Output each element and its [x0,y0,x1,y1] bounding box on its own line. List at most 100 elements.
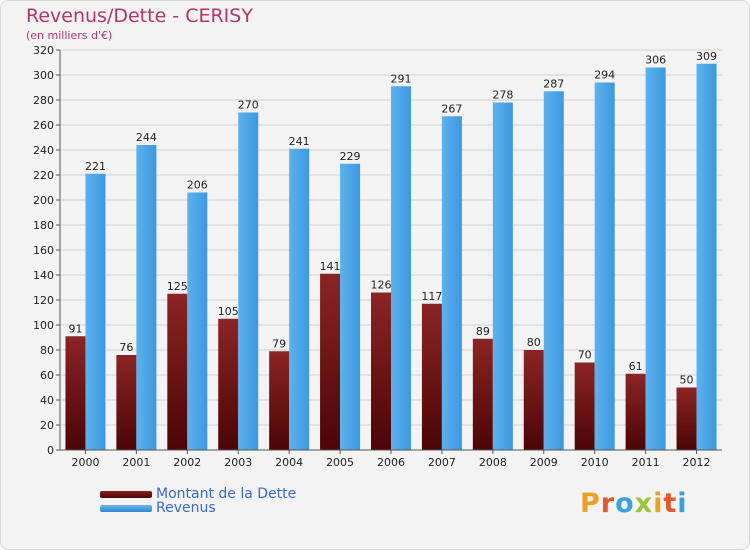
logo-letter: t [663,488,678,519]
legend-label-dette: Montant de la Dette [156,486,297,502]
data-label-revenus: 270 [238,99,259,112]
bar-revenus [441,116,462,450]
bar-revenus [696,63,717,450]
logo-letter: o [615,488,635,519]
bar-dette [421,303,442,450]
bar-revenus [187,192,208,450]
x-tick-label: 2002 [173,456,201,469]
bar-dette [320,273,341,450]
data-label-dette: 70 [578,349,592,362]
data-label-dette: 105 [218,305,239,318]
bar-revenus [391,86,411,450]
x-tick-label: 2006 [377,456,405,469]
y-tick-label: 120 [33,294,54,307]
y-tick-label: 220 [33,169,54,182]
y-tick-label: 300 [33,69,54,82]
logo-letter: r [600,488,616,519]
y-tick-label: 200 [33,194,54,207]
x-tick-label: 2001 [122,456,150,469]
logo-letter: i [677,488,688,519]
data-label-revenus: 278 [492,89,513,102]
chart-title: Revenus/Dette - CERISY [26,5,253,27]
x-tick-label: 2009 [530,456,558,469]
data-label-dette: 89 [476,325,490,338]
bar-revenus [492,102,513,450]
y-tick-label: 20 [40,419,54,432]
data-label-revenus: 309 [696,50,717,63]
data-label-dette: 126 [371,279,392,292]
y-tick-label: 260 [33,119,54,132]
bar-revenus [136,145,157,450]
data-label-revenus: 306 [645,54,666,67]
y-axis-ticks: 0 20 40 60 80 100 120 140 160 180 200 220 240 260 280 3… [33,44,60,457]
data-label-dette: 91 [68,322,82,335]
legend-item-dette: Montant de la Dette [100,486,297,502]
x-tick-label: 2004 [275,456,303,469]
bar-dette [574,362,595,450]
data-label-dette: 117 [421,290,442,303]
bar-revenus [238,112,259,450]
x-tick-label: 2008 [479,456,507,469]
x-tick-label: 2000 [71,456,99,469]
bar-revenus [543,91,564,450]
bar-revenus [594,82,615,450]
data-label-dette: 125 [167,280,188,293]
bar-revenus [85,173,106,450]
y-tick-label: 180 [33,219,54,232]
bar-dette [65,336,86,450]
x-tick-label: 2003 [224,456,252,469]
x-tick-label: 2011 [632,456,660,469]
bar-dette [116,355,137,450]
data-label-dette: 80 [527,336,541,349]
data-label-revenus: 229 [340,150,361,163]
bar-dette [625,373,646,450]
data-label-revenus: 241 [289,135,310,148]
data-label-revenus: 206 [187,179,208,192]
x-tick-label: 2005 [326,456,354,469]
y-tick-label: 140 [33,269,54,282]
data-label-dette: 141 [320,260,341,273]
bar-dette [218,318,239,450]
y-tick-label: 40 [40,394,54,407]
y-tick-label: 280 [33,94,54,107]
data-label-revenus: 294 [594,69,615,82]
logo-letter: P [580,488,601,519]
bars [65,63,717,450]
x-tick-label: 2010 [581,456,609,469]
chart-subtitle: (en milliers d'€) [26,29,113,42]
bar-revenus [289,148,310,450]
bar-dette [676,387,697,450]
legend-label-revenus: Revenus [156,500,216,516]
data-label-revenus: 267 [441,102,462,115]
bar-revenus [340,163,361,450]
bar-dette [472,338,493,450]
x-tick-label: 2012 [683,456,711,469]
data-label-dette: 79 [272,337,286,350]
bar-dette [269,351,290,450]
bar-dette [523,350,544,450]
data-label-dette: 61 [629,360,643,373]
bar-dette [167,293,188,450]
legend-swatch-dette [100,490,152,498]
y-tick-label: 240 [33,144,54,157]
y-tick-label: 100 [33,319,54,332]
legend-item-revenus: Revenus [100,500,216,516]
y-tick-label: 60 [40,369,54,382]
data-label-revenus: 244 [136,131,157,144]
y-tick-label: 320 [33,44,54,57]
data-labels: 91 221 76 244 125 206 105 270 79 241 141 229 126 291 1… [68,50,717,387]
x-axis-ticks: 2000 2001 2002 2003 2004 2005 2006 2007 2008 2009… [71,450,711,469]
y-tick-label: 160 [33,244,54,257]
bar-revenus [645,67,666,450]
x-tick-label: 2007 [428,456,456,469]
data-label-revenus: 291 [391,72,412,85]
logo-letter: x [634,488,654,519]
y-tick-label: 0 [47,444,54,457]
bar-dette [371,292,391,450]
data-label-revenus: 221 [85,160,106,173]
y-tick-label: 80 [40,344,54,357]
proxiti-logo: Proxiti [580,488,688,519]
data-label-revenus: 287 [543,77,564,90]
legend-swatch-revenus [100,504,152,512]
